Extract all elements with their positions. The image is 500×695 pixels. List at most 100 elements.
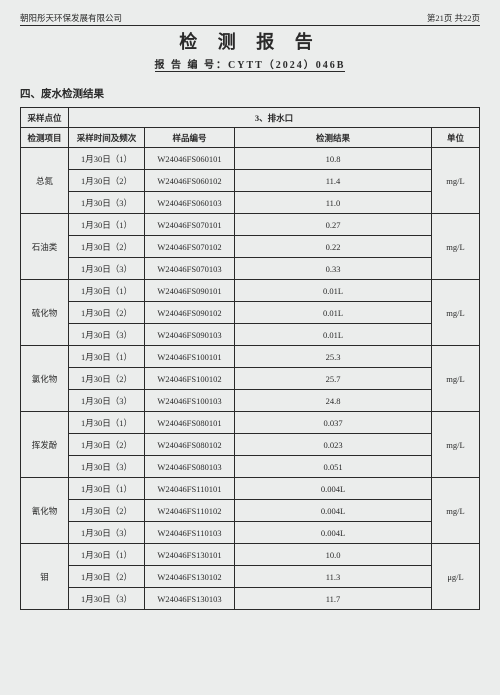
cell-result: 0.01L <box>235 280 432 302</box>
table-row: 1月30日（2）W24046FS0701020.22 <box>21 236 480 258</box>
cell-sample: W24046FS070101 <box>145 214 235 236</box>
header-item: 检测项目 <box>21 128 69 148</box>
table-row-headers: 检测项目 采样时间及频次 样品编号 检测结果 单位 <box>21 128 480 148</box>
cell-result: 0.004L <box>235 478 432 500</box>
table-row: 1月30日（3）W24046FS13010311.7 <box>21 588 480 610</box>
cell-sample: W24046FS090101 <box>145 280 235 302</box>
cell-sample: W24046FS070103 <box>145 258 235 280</box>
cell-result: 0.004L <box>235 500 432 522</box>
table-row: 1月30日（2）W24046FS0801020.023 <box>21 434 480 456</box>
cell-unit: mg/L <box>432 346 480 412</box>
cell-time: 1月30日（3） <box>69 390 145 412</box>
cell-sample: W24046FS060103 <box>145 192 235 214</box>
cell-result: 0.27 <box>235 214 432 236</box>
cell-time: 1月30日（2） <box>69 566 145 588</box>
cell-result: 0.051 <box>235 456 432 478</box>
cell-result: 10.8 <box>235 148 432 170</box>
table-row: 1月30日（3）W24046FS0701030.33 <box>21 258 480 280</box>
cell-sample: W24046FS090103 <box>145 324 235 346</box>
cell-item: 氯化物 <box>21 346 69 412</box>
cell-sample: W24046FS130102 <box>145 566 235 588</box>
cell-result: 11.7 <box>235 588 432 610</box>
cell-time: 1月30日（1） <box>69 214 145 236</box>
cell-time: 1月30日（2） <box>69 434 145 456</box>
cell-time: 1月30日（1） <box>69 412 145 434</box>
cell-time: 1月30日（3） <box>69 258 145 280</box>
cell-result: 11.0 <box>235 192 432 214</box>
company-name: 朝阳彤天环保发展有限公司 <box>20 12 122 24</box>
header-unit: 单位 <box>432 128 480 148</box>
cell-item: 氰化物 <box>21 478 69 544</box>
cell-sample: W24046FS060101 <box>145 148 235 170</box>
cell-time: 1月30日（3） <box>69 588 145 610</box>
cell-sample: W24046FS110103 <box>145 522 235 544</box>
cell-item: 硫化物 <box>21 280 69 346</box>
table-row: 1月30日（3）W24046FS0801030.051 <box>21 456 480 478</box>
cell-sample: W24046FS060102 <box>145 170 235 192</box>
cell-unit: μg/L <box>432 544 480 610</box>
cell-unit: mg/L <box>432 148 480 214</box>
page-info: 第21页 共22页 <box>427 12 480 24</box>
cell-sample: W24046FS100103 <box>145 390 235 412</box>
cell-item: 总氮 <box>21 148 69 214</box>
cell-sample: W24046FS080101 <box>145 412 235 434</box>
cell-time: 1月30日（3） <box>69 192 145 214</box>
cell-result: 11.4 <box>235 170 432 192</box>
cell-item: 挥发酚 <box>21 412 69 478</box>
results-table: 采样点位 3、排水口 检测项目 采样时间及频次 样品编号 检测结果 单位 总氮1… <box>20 107 480 610</box>
table-row: 1月30日（2）W24046FS13010211.3 <box>21 566 480 588</box>
table-row: 1月30日（3）W24046FS0901030.01L <box>21 324 480 346</box>
table-row: 1月30日（2）W24046FS10010225.7 <box>21 368 480 390</box>
table-row: 1月30日（3）W24046FS10010324.8 <box>21 390 480 412</box>
cell-result: 0.01L <box>235 324 432 346</box>
cell-result: 0.22 <box>235 236 432 258</box>
cell-result: 25.3 <box>235 346 432 368</box>
cell-item: 钼 <box>21 544 69 610</box>
cell-result: 10.0 <box>235 544 432 566</box>
header-point-label: 采样点位 <box>21 108 69 128</box>
cell-unit: mg/L <box>432 214 480 280</box>
cell-sample: W24046FS110101 <box>145 478 235 500</box>
report-page: 朝阳彤天环保发展有限公司 第21页 共22页 检 测 报 告 报 告 编 号：C… <box>20 12 480 610</box>
cell-time: 1月30日（1） <box>69 346 145 368</box>
cell-sample: W24046FS130101 <box>145 544 235 566</box>
cell-time: 1月30日（1） <box>69 544 145 566</box>
table-row: 1月30日（3）W24046FS1101030.004L <box>21 522 480 544</box>
table-row: 1月30日（3）W24046FS06010311.0 <box>21 192 480 214</box>
cell-time: 1月30日（2） <box>69 302 145 324</box>
cell-sample: W24046FS100102 <box>145 368 235 390</box>
cell-sample: W24046FS070102 <box>145 236 235 258</box>
report-number: 报 告 编 号：CYTT（2024）046B <box>155 56 346 72</box>
cell-time: 1月30日（2） <box>69 368 145 390</box>
cell-result: 0.33 <box>235 258 432 280</box>
cell-time: 1月30日（3） <box>69 456 145 478</box>
cell-sample: W24046FS130103 <box>145 588 235 610</box>
cell-result: 0.023 <box>235 434 432 456</box>
table-row: 硫化物1月30日（1）W24046FS0901010.01Lmg/L <box>21 280 480 302</box>
cell-item: 石油类 <box>21 214 69 280</box>
cell-time: 1月30日（1） <box>69 478 145 500</box>
cell-time: 1月30日（1） <box>69 280 145 302</box>
cell-result: 0.01L <box>235 302 432 324</box>
cell-time: 1月30日（2） <box>69 500 145 522</box>
table-row: 石油类1月30日（1）W24046FS0701010.27mg/L <box>21 214 480 236</box>
cell-sample: W24046FS110102 <box>145 500 235 522</box>
header-point-value: 3、排水口 <box>69 108 480 128</box>
table-row: 1月30日（2）W24046FS1101020.004L <box>21 500 480 522</box>
header-result: 检测结果 <box>235 128 432 148</box>
cell-time: 1月30日（3） <box>69 522 145 544</box>
table-row: 总氮1月30日（1）W24046FS06010110.8mg/L <box>21 148 480 170</box>
header-time: 采样时间及频次 <box>69 128 145 148</box>
cell-unit: mg/L <box>432 478 480 544</box>
section-title: 四、废水检测结果 <box>20 86 480 101</box>
cell-time: 1月30日（2） <box>69 236 145 258</box>
table-row: 氯化物1月30日（1）W24046FS10010125.3mg/L <box>21 346 480 368</box>
header-sample: 样品编号 <box>145 128 235 148</box>
page-header: 朝阳彤天环保发展有限公司 第21页 共22页 <box>20 12 480 26</box>
table-row: 1月30日（2）W24046FS0901020.01L <box>21 302 480 324</box>
cell-result: 11.3 <box>235 566 432 588</box>
table-row: 钼1月30日（1）W24046FS13010110.0μg/L <box>21 544 480 566</box>
cell-time: 1月30日（2） <box>69 170 145 192</box>
table-row: 氰化物1月30日（1）W24046FS1101010.004Lmg/L <box>21 478 480 500</box>
cell-result: 25.7 <box>235 368 432 390</box>
